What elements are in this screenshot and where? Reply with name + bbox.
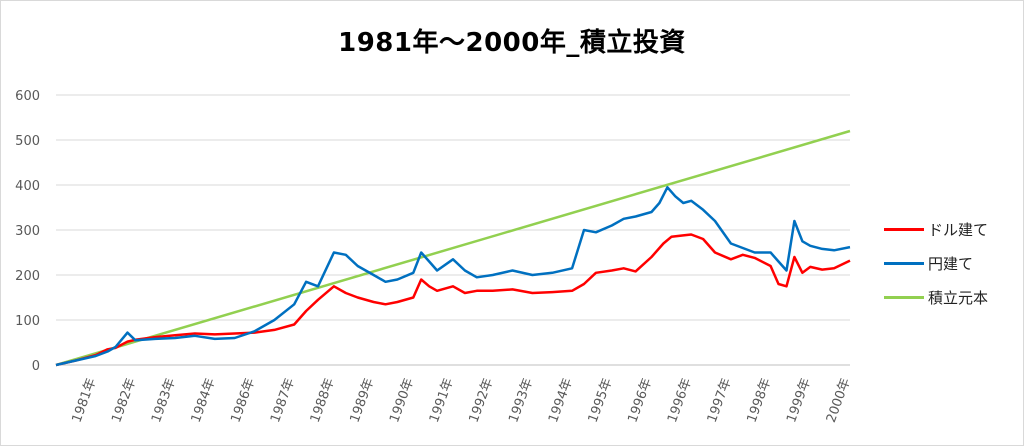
x-tick-label: 1982年 [109,376,139,424]
legend-label-principal: 積立元本 [928,288,989,307]
x-tick-label: 1992年 [467,376,497,424]
x-tick-label: 1994年 [546,376,576,424]
legend-item-yen: 円建て [884,246,988,280]
chart-title: 1981年～2000年_積立投資 [338,28,686,58]
x-tick-label: 1989年 [347,376,377,424]
series-lines [55,129,851,367]
legend-swatch-dollar [884,227,924,231]
x-tick-label: 1991年 [427,376,457,424]
x-tick-label: 1986年 [228,376,258,424]
x-axis-ticks: 1981年 1982年 1983年 1984年 1986年 1987年 1988年 1989年… [70,376,854,424]
series-line-yen [55,186,851,367]
legend-swatch-yen [884,261,924,265]
series-line-principal [55,129,851,367]
x-tick-label: 1997年 [705,376,735,424]
legend-item-principal: 積立元本 [884,280,988,314]
y-tick-label: 100 [15,314,40,329]
x-tick-label: 1995年 [586,376,616,424]
x-tick-label: 2000年 [824,376,854,424]
x-tick-label: 1990年 [387,376,417,424]
x-tick-label: 1998年 [744,376,774,424]
x-tick-label: 1981年 [70,376,100,424]
x-tick-label: 1993年 [506,376,536,424]
legend-label-dollar: ドル建て [928,220,989,239]
gridlines [56,94,850,366]
legend: ドル建て 円建て 積立元本 [884,212,988,314]
x-tick-label: 1984年 [189,376,219,424]
legend-item-dollar: ドル建て [884,212,988,246]
x-tick-label: 1987年 [268,376,298,424]
y-tick-label: 300 [15,224,40,239]
y-tick-label: 400 [15,179,40,194]
y-axis-ticks: 0 100 200 300 400 500 600 [15,89,40,374]
series-line-dollar [55,233,851,367]
y-tick-label: 200 [15,269,40,284]
x-tick-label: 1999年 [784,376,814,424]
legend-label-yen: 円建て [928,254,974,273]
x-tick-label: 1983年 [149,376,179,424]
legend-swatch-principal [884,295,924,299]
x-tick-label: 1996年 [625,376,655,424]
y-tick-label: 500 [15,134,40,149]
x-tick-label: 1996年 [665,376,695,424]
y-tick-label: 0 [32,359,40,374]
y-tick-label: 600 [15,89,40,104]
x-tick-label: 1988年 [308,376,338,424]
